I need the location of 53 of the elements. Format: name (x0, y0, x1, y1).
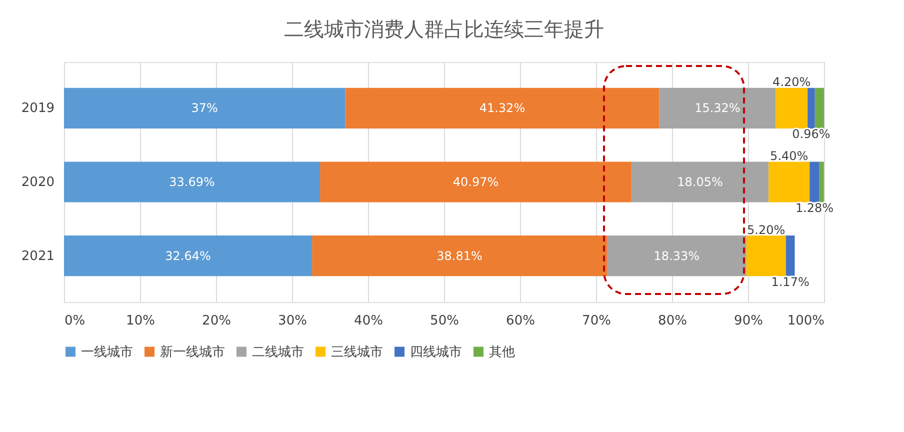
y-tick-label: 2021 (21, 248, 54, 264)
legend-label: 新一线城市 (160, 344, 225, 360)
bar (345, 88, 660, 128)
x-tick-label: 80% (658, 314, 687, 328)
bar (64, 162, 320, 202)
data-label: 33.69% (169, 175, 215, 189)
data-label: 1.28% (795, 201, 834, 215)
bar (819, 162, 824, 202)
chart-title: 二线城市消费人群占比连续三年提升 (284, 17, 604, 41)
x-tick-label: 50% (430, 314, 459, 328)
bar (631, 162, 769, 202)
bar (768, 162, 810, 202)
x-tick-label: 10% (126, 314, 155, 328)
bar (320, 162, 632, 202)
bar (64, 236, 312, 276)
bar (607, 236, 746, 276)
x-tick-label: 40% (354, 314, 383, 328)
bar (659, 88, 776, 128)
data-label: 4.20% (772, 75, 811, 90)
bar (312, 236, 608, 276)
x-tick-label: 90% (734, 314, 763, 328)
data-label: 0.96% (792, 127, 830, 142)
data-label: 37% (191, 101, 218, 116)
x-tick-label: 30% (278, 314, 307, 328)
data-label: 41.32% (479, 101, 526, 116)
data-label: 18.33% (654, 248, 700, 263)
bar (64, 88, 346, 128)
data-label: 38.81% (436, 248, 482, 263)
bar (776, 88, 808, 128)
data-label: 5.40% (770, 149, 808, 163)
data-label: 18.05% (677, 175, 723, 189)
data-label: 32.64% (165, 248, 211, 263)
legend-label: 二线城市 (252, 344, 304, 360)
bar (746, 236, 786, 276)
legend-label: 其他 (489, 344, 515, 360)
x-tick-label: 70% (582, 314, 611, 328)
y-tick-label: 2019 (21, 101, 54, 116)
legend-label: 一线城市 (81, 344, 133, 360)
data-label: 5.20% (747, 222, 786, 237)
x-tick-label: 20% (202, 314, 231, 328)
legend-label: 三线城市 (331, 344, 383, 360)
x-tick-label: 100% (787, 314, 824, 328)
bar (786, 236, 795, 276)
data-label: 1.17% (771, 274, 810, 289)
bar (808, 88, 815, 128)
y-tick-label: 2020 (21, 175, 54, 190)
legend-label: 四线城市 (410, 344, 462, 360)
data-label: 40.97% (452, 175, 499, 189)
x-tick-label: 0% (64, 314, 86, 328)
data-label: 15.32% (694, 101, 740, 116)
bar (810, 162, 820, 202)
bar (814, 88, 824, 128)
x-tick-label: 60% (506, 314, 535, 328)
